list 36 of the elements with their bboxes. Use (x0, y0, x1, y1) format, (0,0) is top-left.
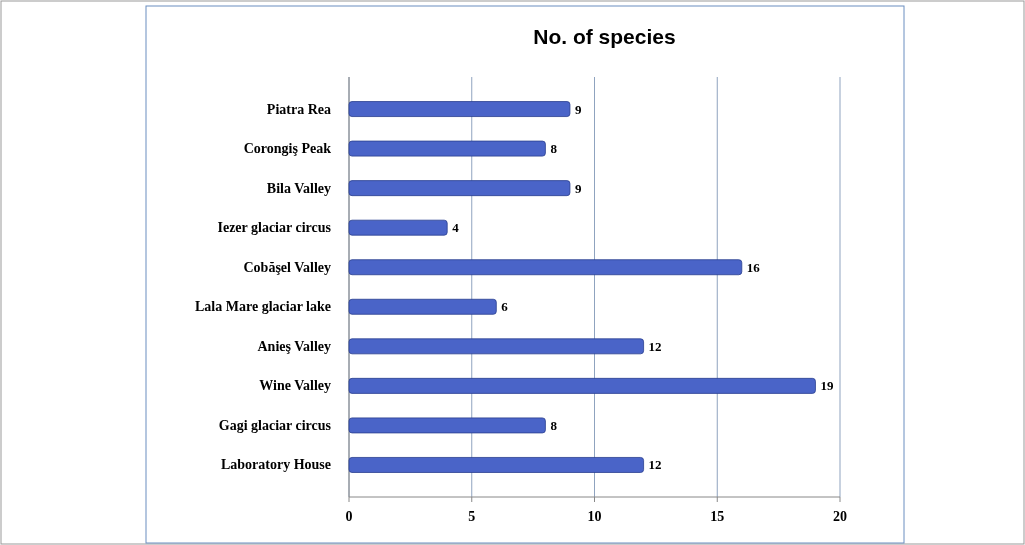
x-tick-label: 10 (587, 509, 602, 524)
bar (348, 180, 571, 197)
y-tick-label: Anieş Valley (257, 338, 331, 354)
y-tick-label: Bila Valley (266, 180, 331, 196)
y-tick-label: Laboratory House (220, 457, 331, 473)
y-tick-label: Corongiş Peak (243, 141, 332, 157)
chart-title: No. of species (533, 25, 676, 48)
bar (348, 457, 644, 473)
x-tick-label: 0 (345, 509, 353, 524)
data-label: 9 (574, 101, 582, 117)
data-label: 6 (501, 299, 509, 315)
bar (348, 140, 546, 157)
bar (348, 219, 448, 236)
data-label: 9 (574, 180, 582, 196)
x-tick-label: 20 (833, 509, 847, 524)
data-label: 12 (648, 457, 662, 473)
data-label: 19 (820, 378, 834, 394)
data-label: 4 (452, 220, 460, 236)
data-label: 12 (648, 338, 662, 354)
y-tick-label: Gagi glaciar circus (218, 417, 332, 433)
bar (348, 417, 546, 434)
y-tick-label: Lala Mare glaciar lake (195, 299, 331, 315)
x-tick-label: 5 (468, 509, 476, 524)
x-tick-label: 15 (710, 509, 725, 524)
y-tick-label: Piatra Rea (266, 101, 331, 117)
bar (348, 338, 644, 355)
bar (348, 298, 497, 315)
data-label: 8 (550, 417, 558, 433)
y-tick-label: Iezer glaciar circus (217, 220, 332, 236)
bar (348, 259, 743, 276)
bar (348, 101, 571, 117)
y-tick-label: Wine Valley (259, 378, 331, 394)
data-label: 8 (550, 141, 558, 157)
data-label: 16 (746, 259, 761, 275)
y-tick-label: Cobăşel Valley (243, 259, 331, 275)
bar (348, 377, 816, 394)
